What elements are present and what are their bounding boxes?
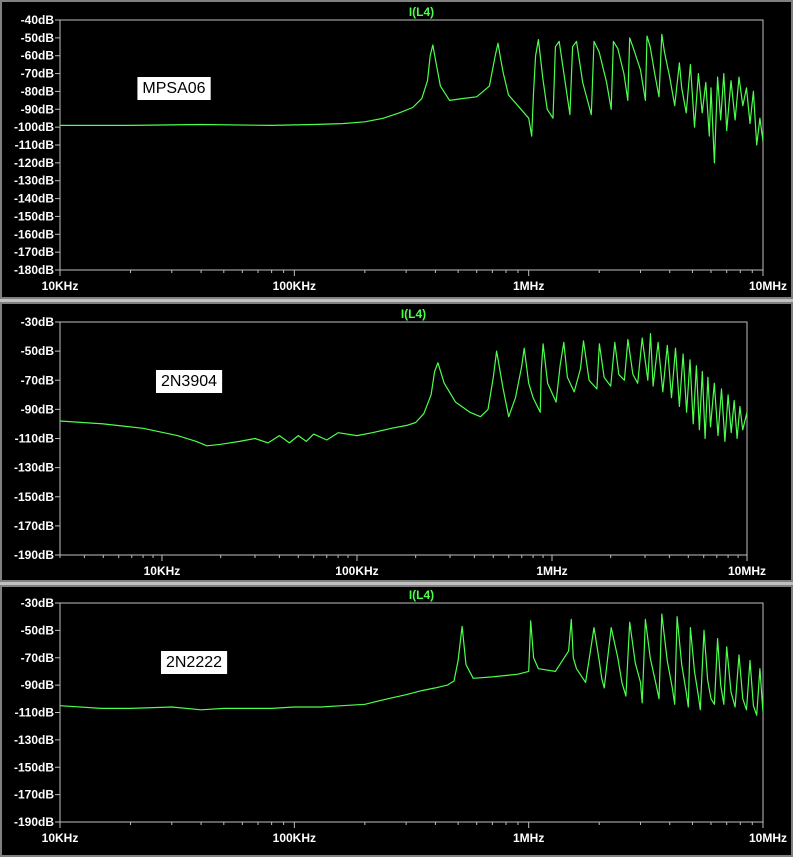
y-tick-label: -190dB	[14, 548, 54, 562]
y-tick-label: -50dB	[21, 623, 55, 637]
x-tick-label: 10MHz	[749, 831, 787, 845]
y-tick-label: -160dB	[14, 227, 54, 241]
x-tick-label: 10MHz	[749, 279, 787, 293]
x-tick-label: 1MHz	[513, 831, 544, 845]
annotation-label: 2N2222	[166, 654, 222, 671]
y-tick-label: -90dB	[21, 678, 55, 692]
x-tick-label: 10KHz	[42, 279, 79, 293]
annotation-box	[137, 77, 211, 100]
chart-panel: I(L4) -30dB -50dB -70dB -90dB -110dB -130dB -15…	[0, 585, 793, 857]
panel-frame	[0, 0, 793, 299]
y-tick-label: -90dB	[21, 402, 55, 416]
y-tick-label: -130dB	[14, 733, 54, 747]
x-tick-label: 1MHz	[536, 564, 567, 578]
y-tick-label: -150dB	[14, 490, 54, 504]
annotation-box	[155, 370, 223, 393]
chart-title: I(L4)	[409, 588, 434, 602]
series-line	[60, 33, 764, 164]
chart-title: I(L4)	[409, 5, 434, 19]
y-tick-label: -90dB	[21, 102, 55, 116]
y-tick-label: -110dB	[15, 706, 55, 720]
y-tick-label: -130dB	[14, 174, 54, 188]
y-tick-label: -70dB	[21, 67, 55, 81]
x-tick-label: 10KHz	[144, 564, 181, 578]
annotation-label: 2N3904	[161, 373, 217, 390]
x-tick-label: 100KHz	[273, 831, 316, 845]
x-tick-label: 10KHz	[42, 831, 79, 845]
y-tick-label: -40dB	[21, 13, 55, 27]
y-tick-label: -70dB	[21, 651, 55, 665]
y-tick-label: -30dB	[21, 315, 55, 329]
y-tick-label: -170dB	[14, 245, 54, 259]
panel-frame	[0, 585, 793, 857]
y-tick-label: -170dB	[14, 519, 54, 533]
x-tick-label: 10MHz	[728, 564, 766, 578]
y-tick-label: -30dB	[21, 596, 55, 610]
series-line	[59, 613, 764, 716]
chart-panel: I(L4) -40dB -50dB -60dB -70dB -80dB -90dB -100d…	[0, 0, 793, 299]
y-tick-label: -180dB	[14, 263, 54, 277]
y-tick-label: -150dB	[14, 209, 54, 223]
y-tick-label: -170dB	[14, 788, 54, 802]
annotation-box	[160, 651, 228, 674]
y-tick-label: -100dB	[14, 120, 54, 134]
y-tick-label: -60dB	[21, 49, 55, 63]
chart-panel: I(L4) -30dB -50dB -70dB -90dB -110dB -130dB -15…	[0, 302, 793, 582]
annotation-label: MPSA06	[142, 80, 205, 97]
y-tick-label: -70dB	[21, 373, 55, 387]
y-tick-label: -140dB	[14, 192, 54, 206]
y-tick-label: -190dB	[14, 815, 54, 829]
chart-title: I(L4)	[401, 307, 426, 321]
y-tick-label: -110dB	[15, 138, 55, 152]
x-tick-label: 100KHz	[273, 279, 316, 293]
y-tick-label: -80dB	[21, 84, 55, 98]
y-tick-label: -50dB	[21, 31, 55, 45]
x-tick-label: 100KHz	[335, 564, 378, 578]
y-tick-label: -110dB	[15, 432, 55, 446]
x-tick-label: 1MHz	[513, 279, 544, 293]
y-tick-label: -50dB	[21, 344, 55, 358]
y-tick-label: -120dB	[14, 156, 54, 170]
panel-frame	[0, 302, 793, 582]
y-tick-label: -150dB	[14, 760, 54, 774]
y-tick-label: -130dB	[14, 461, 54, 475]
series-line	[59, 333, 748, 447]
